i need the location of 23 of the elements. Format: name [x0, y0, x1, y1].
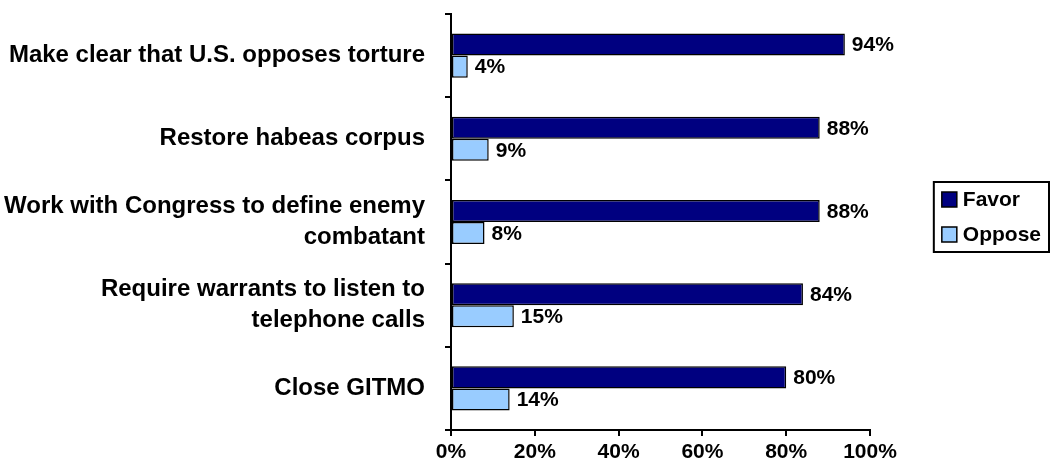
legend-label: Favor — [962, 187, 1021, 211]
data-label: 88% — [826, 115, 870, 139]
data-label: 88% — [826, 198, 870, 222]
legend-label: Oppose — [962, 222, 1042, 246]
x-tick-label: 20% — [513, 439, 557, 463]
data-label: 14% — [516, 387, 560, 411]
data-label: 9% — [495, 137, 527, 161]
y-tick-label: Work with Congress to define enemy combatant — [4, 191, 426, 250]
data-label: 84% — [809, 281, 853, 305]
data-label: 94% — [851, 32, 895, 56]
data-label: 80% — [793, 365, 836, 389]
data-label: 4% — [474, 54, 506, 78]
y-tick-label: Restore habeas corpus — [159, 123, 425, 151]
x-tick-label: 100% — [843, 439, 898, 463]
y-tick-label: Make clear that U.S. opposes torture — [8, 40, 425, 68]
y-tick-label: Require warrants to listen to telephone calls — [100, 274, 425, 333]
y-tick-label: Close GITMO — [274, 373, 425, 401]
x-tick-label: 80% — [765, 439, 808, 463]
x-tick-label: 0% — [435, 439, 467, 463]
x-tick-label: 60% — [681, 439, 724, 463]
data-label: 15% — [520, 304, 564, 328]
data-label: 8% — [491, 220, 523, 244]
x-tick-label: 40% — [597, 439, 640, 463]
